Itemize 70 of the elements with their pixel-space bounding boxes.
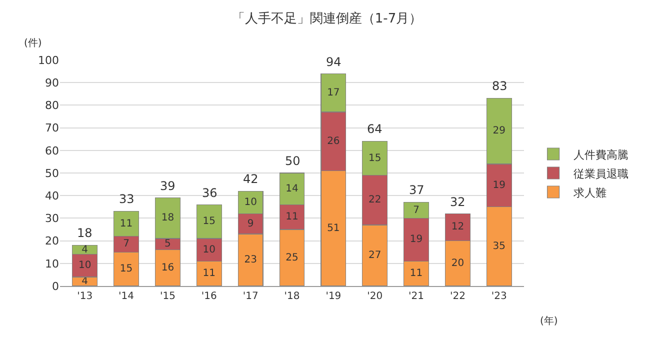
data-label: 25: [286, 252, 298, 264]
y-tick-label: 20: [45, 234, 59, 248]
y-tick-label: 40: [45, 189, 59, 202]
data-label: 9: [247, 218, 254, 230]
y-tick-label: 70: [45, 122, 59, 135]
y-tick-label: 80: [45, 99, 59, 112]
x-tick-label: '17: [242, 291, 258, 302]
data-label: 51: [327, 222, 340, 234]
data-label: 7: [413, 204, 420, 216]
data-label: 16: [161, 262, 174, 274]
data-label: 17: [327, 87, 340, 98]
data-label: 20: [451, 258, 464, 269]
data-label: 22: [368, 194, 382, 206]
data-label: 11: [410, 268, 423, 280]
y-tick-label: 0: [52, 280, 59, 293]
total-label: 37: [409, 183, 424, 197]
x-tick-label: '20: [367, 291, 383, 302]
x-tick-label: '14: [118, 291, 134, 302]
data-label: 12: [451, 222, 464, 233]
data-label: 10: [78, 260, 92, 272]
x-tick-label: '21: [408, 291, 424, 302]
total-label: 18: [77, 226, 92, 240]
data-label: 4: [82, 244, 88, 256]
data-label: 10: [244, 196, 257, 208]
data-label: 7: [123, 238, 130, 250]
data-label: 5: [164, 238, 171, 250]
total-label: 50: [285, 154, 300, 168]
x-tick-label: '18: [284, 291, 300, 302]
data-label: 23: [244, 254, 257, 266]
x-tick-label: '13: [77, 291, 93, 302]
chart-title: 「人手不足」関連倒産（1-7月）: [232, 10, 422, 27]
x-tick-label: '23: [491, 291, 507, 302]
total-label: 33: [119, 192, 134, 206]
y-tick-label: 10: [45, 257, 59, 270]
legend-label: 求人難: [573, 186, 606, 200]
legend-label: 従業員退職: [573, 167, 628, 180]
data-label: 14: [286, 183, 298, 194]
data-label: 11: [286, 212, 298, 223]
data-label: 10: [202, 244, 216, 256]
data-label: 18: [161, 212, 174, 224]
data-label: 15: [202, 216, 216, 228]
y-tick-label: 60: [45, 144, 59, 158]
y-tick-label: 100: [38, 54, 59, 67]
data-label: 26: [327, 136, 340, 147]
x-tick-label: '16: [201, 291, 217, 302]
data-label: 35: [492, 240, 506, 252]
legend-label: 人件費高騰: [573, 148, 628, 162]
x-tick-label: '22: [450, 291, 466, 302]
data-label: 19: [410, 234, 423, 246]
total-label: 39: [160, 179, 176, 193]
y-tick-label: 90: [45, 76, 59, 90]
total-label: 42: [243, 172, 258, 186]
total-label: 94: [326, 55, 342, 69]
y-axis-title: (件): [24, 38, 42, 49]
data-label: 15: [120, 264, 133, 275]
data-label: 29: [492, 126, 506, 137]
total-label: 83: [492, 79, 508, 93]
total-label: 64: [367, 122, 382, 136]
data-label: 11: [202, 268, 216, 280]
total-label: 36: [202, 186, 218, 200]
x-tick-label: '19: [326, 291, 342, 302]
data-label: 11: [120, 218, 133, 230]
x-axis-title: (年): [540, 315, 558, 327]
y-tick-label: 30: [45, 212, 59, 226]
total-label: 32: [450, 195, 466, 209]
x-tick-label: '15: [160, 291, 176, 302]
data-label: 15: [368, 152, 382, 164]
y-tick-label: 50: [45, 166, 59, 180]
data-label: 27: [368, 250, 382, 261]
data-label: 19: [492, 180, 506, 191]
